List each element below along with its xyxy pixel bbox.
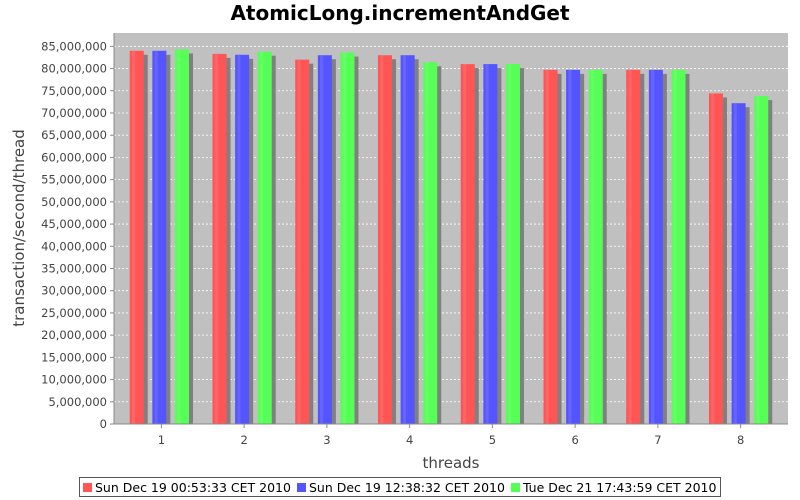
y-tick-label: 55,000,000: [41, 173, 107, 187]
y-tick-label: 40,000,000: [41, 239, 107, 253]
bar-highlight: [320, 55, 324, 424]
y-tick-label: 70,000,000: [41, 106, 107, 120]
y-tick-label: 45,000,000: [41, 217, 107, 231]
legend-swatch: [83, 482, 92, 492]
legend-item: Tue Dec 21 17:43:59 CET 2010: [510, 479, 717, 495]
bar-highlight: [154, 50, 158, 424]
x-tick-label: 7: [654, 433, 661, 447]
legend-label: Tue Dec 21 17:43:59 CET 2010: [522, 479, 717, 495]
bar-highlight: [568, 69, 572, 424]
y-tick-label: 35,000,000: [41, 261, 107, 275]
bar-highlight: [214, 53, 218, 424]
bar: [129, 50, 144, 424]
bar-highlight: [651, 69, 655, 424]
bar: [317, 55, 332, 424]
y-tick-label: 15,000,000: [41, 350, 107, 364]
chart-title: AtomicLong.incrementAndGet: [230, 1, 570, 25]
x-axis-ticks: 1 2 3 4 5 6 7 8: [158, 424, 744, 447]
bar: [648, 69, 663, 424]
bar-highlight: [177, 49, 181, 425]
x-tick-label: 6: [571, 433, 578, 447]
bar: [235, 54, 250, 424]
y-tick-label: 0: [100, 417, 107, 431]
y-tick-label: 60,000,000: [41, 150, 107, 164]
y-tick-label: 25,000,000: [41, 306, 107, 320]
bar-highlight: [131, 50, 136, 424]
bar: [400, 55, 415, 424]
legend-label: Sun Dec 19 00:53:33 CET 2010: [95, 479, 291, 495]
bar-highlight: [508, 64, 512, 425]
bar-highlight: [297, 59, 301, 425]
y-tick-label: 30,000,000: [41, 284, 107, 298]
x-axis-label: threads: [423, 454, 480, 472]
y-tick-label: 5,000,000: [48, 395, 107, 409]
bar: [460, 64, 475, 425]
bar: [174, 49, 190, 425]
x-tick-label: 2: [240, 433, 247, 447]
x-tick-label: 4: [406, 433, 413, 447]
bar-highlight: [545, 69, 549, 424]
bar-highlight: [628, 69, 632, 424]
x-tick-label: 5: [489, 433, 496, 447]
bar-highlight: [711, 93, 715, 424]
x-tick-label: 8: [737, 433, 744, 447]
bar: [340, 52, 355, 425]
bar: [566, 69, 581, 424]
x-tick-label: 3: [323, 433, 330, 447]
legend-swatch: [296, 482, 306, 492]
y-tick-label: 50,000,000: [41, 195, 107, 209]
bar-highlight: [259, 51, 264, 424]
bar: [295, 59, 310, 425]
bar-highlight: [462, 64, 467, 425]
y-tick-label: 65,000,000: [41, 128, 107, 142]
bar: [423, 62, 438, 424]
bar-highlight: [402, 55, 406, 424]
y-axis-label: transaction/second/thread: [10, 129, 28, 327]
bar-highlight: [237, 54, 241, 424]
bars: [129, 49, 773, 425]
bar-highlight: [342, 52, 346, 425]
bar: [543, 69, 558, 424]
y-tick-label: 85,000,000: [41, 39, 107, 53]
bar: [257, 51, 272, 424]
y-tick-label: 75,000,000: [41, 84, 107, 98]
bar: [671, 69, 686, 424]
bar: [754, 96, 769, 424]
bar: [377, 55, 393, 424]
bar-highlight: [425, 62, 429, 424]
bar: [483, 64, 498, 425]
legend-label: Sun Dec 19 12:38:32 CET 2010: [308, 479, 505, 495]
bar: [152, 50, 167, 424]
bar: [626, 69, 641, 424]
bar: [731, 103, 746, 424]
legend-item: Sun Dec 19 12:38:32 CET 2010: [296, 479, 505, 495]
bar-highlight: [733, 103, 737, 424]
bar: [505, 64, 521, 425]
y-tick-label: 80,000,000: [41, 62, 107, 76]
bar: [212, 53, 227, 424]
bar-highlight: [485, 64, 489, 425]
bar-highlight: [673, 69, 677, 424]
bar-highlight: [590, 69, 595, 424]
bar: [708, 93, 724, 424]
legend-swatch: [510, 482, 520, 492]
x-tick-label: 1: [158, 433, 165, 447]
y-axis-ticks: 0 5,000,000 10,000,000 15,000,000 20,000,000…: [41, 39, 114, 431]
bar-highlight: [756, 96, 760, 424]
legend-item: Sun Dec 19 00:53:33 CET 2010: [83, 480, 291, 495]
y-tick-label: 20,000,000: [41, 328, 107, 342]
bar-highlight: [380, 55, 384, 424]
bar: [588, 69, 603, 424]
chart-legend: Sun Dec 19 00:53:33 CET 2010 Sun Dec 19 1…: [79, 477, 722, 497]
y-tick-label: 10,000,000: [41, 373, 107, 387]
